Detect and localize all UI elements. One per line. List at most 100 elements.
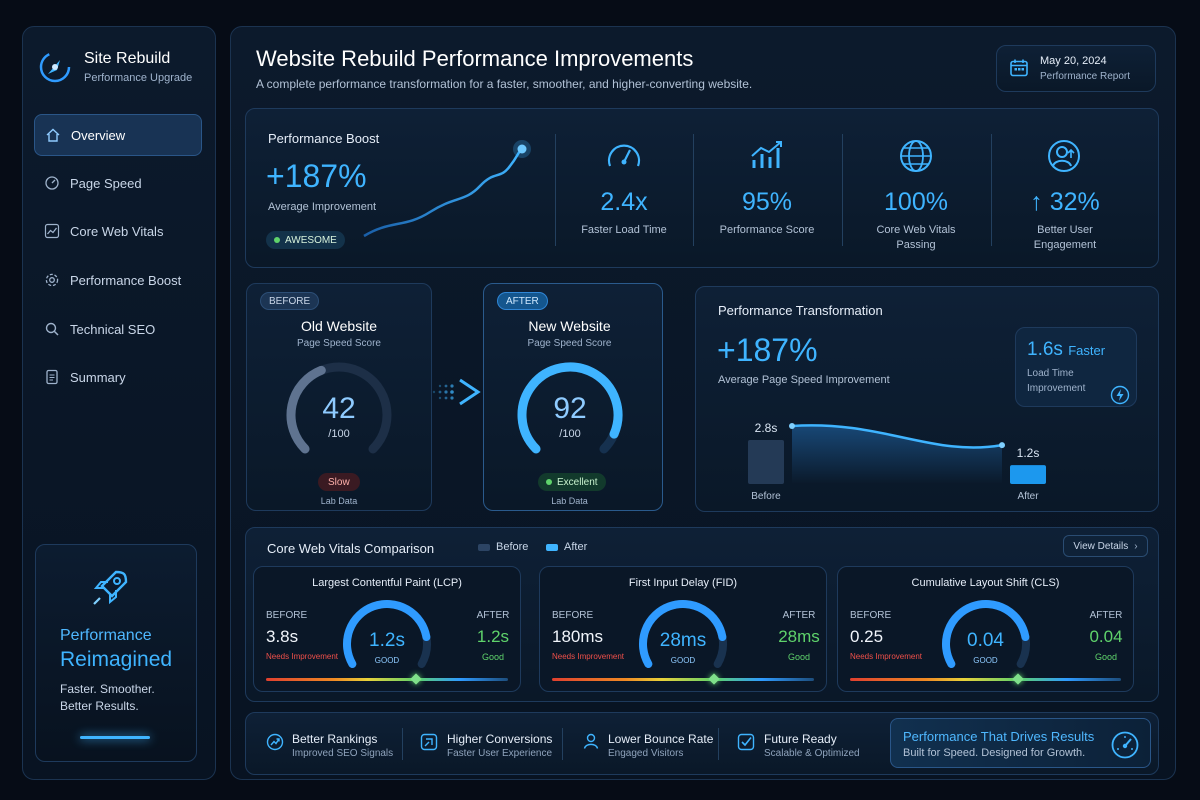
- brand-logo-icon: [38, 50, 72, 84]
- legend-before-label: Before: [496, 541, 529, 553]
- vital-card: [253, 566, 521, 692]
- chart-point: [999, 442, 1005, 449]
- legend-before-swatch: [478, 544, 490, 551]
- chart-category-label: After: [1017, 491, 1039, 502]
- sidebar-item-label: Overview: [71, 127, 126, 143]
- metric-value-engagement: ↑ 32%: [1030, 188, 1100, 216]
- vital-after-label: AFTER: [476, 610, 510, 621]
- feature-title-future: Future Ready: [764, 732, 837, 746]
- sidebar-item-label: Technical SEO: [70, 321, 156, 337]
- sidebar-item-technical-seo[interactable]: Technical SEO: [34, 308, 202, 350]
- bar-chart-icon: [748, 138, 786, 172]
- vital-center-value: 28ms: [659, 630, 707, 651]
- boost-title: Performance Boost: [268, 131, 380, 146]
- vital-after-label: AFTER: [782, 610, 816, 621]
- vitals-title: Core Web Vitals Comparison: [267, 541, 435, 556]
- after-tag: AFTER: [497, 292, 548, 310]
- feature-title-rankings: Better Rankings: [292, 732, 378, 746]
- vital-before-label: BEFORE: [850, 610, 892, 621]
- chart-category-label: Before: [751, 491, 781, 502]
- vital-scale-bar: [850, 678, 1121, 681]
- chart-line: [791, 424, 1003, 449]
- boost-value: +187%: [266, 158, 367, 194]
- rocket-icon: [86, 564, 134, 612]
- legend-after-swatch: [546, 544, 558, 551]
- view-details-button[interactable]: View Details ›: [1063, 535, 1148, 557]
- sidebar-item-performance-boost[interactable]: Performance Boost: [34, 259, 202, 301]
- metric-value-load-time: 2.4x: [600, 188, 648, 216]
- metric-divider: [555, 134, 556, 246]
- speedometer-icon: [605, 138, 643, 172]
- vital-before-status: Needs Improvement: [850, 652, 923, 661]
- awesome-badge-label: AWESOME: [285, 234, 337, 246]
- feature-sub-bounce: Engaged Visitors: [608, 748, 684, 759]
- old-score-out-of: /100: [328, 428, 350, 440]
- vital-before-label: BEFORE: [552, 610, 594, 621]
- old-score-gauge: [286, 362, 392, 454]
- feature-title-conversions: Higher Conversions: [447, 732, 553, 746]
- new-score-gauge: [517, 362, 623, 454]
- legend-after-label: After: [564, 541, 588, 553]
- transformation-label: Average Page Speed Improvement: [718, 374, 890, 386]
- metric-label-engagement: Better User Engagement: [1033, 224, 1097, 251]
- chart-bar: [748, 440, 784, 484]
- search-icon: [45, 322, 59, 336]
- promo-line2: Reimagined: [60, 648, 173, 671]
- brand-subtitle: Performance Upgrade: [84, 72, 193, 84]
- report-date-button[interactable]: May 20, 2024 Performance Report: [996, 45, 1156, 92]
- vital-after-status: Good: [787, 652, 811, 662]
- arrow-right-icon: [432, 378, 481, 406]
- promo-line1: Performance: [60, 627, 152, 644]
- feature-title-bounce: Lower Bounce Rate: [608, 732, 714, 746]
- sidebar-item-page-speed[interactable]: Page Speed: [34, 162, 202, 204]
- cta-box[interactable]: [890, 718, 1151, 768]
- promo-card: [35, 544, 197, 762]
- gauge-fill: [517, 362, 623, 454]
- vital-gauge-fill: [941, 600, 1029, 668]
- globe-icon: [898, 138, 934, 174]
- vital-before-status: Needs Improvement: [552, 652, 625, 661]
- vital-gauge-fill: [343, 600, 431, 668]
- vital-title: First Input Delay (FID): [628, 577, 738, 589]
- old-score: 42: [322, 392, 356, 425]
- excellent-badge-label: Excellent: [557, 476, 598, 488]
- trend-icon: [266, 733, 284, 751]
- report-label: Performance Report: [1040, 71, 1131, 82]
- cursor-icon: [420, 733, 438, 751]
- checkbox-icon: [737, 733, 755, 751]
- faster-load-card: [1015, 327, 1137, 407]
- gear-icon: [45, 273, 59, 287]
- vital-gauge: [941, 600, 1030, 668]
- report-date: May 20, 2024: [1040, 55, 1107, 67]
- faster-load-value: 1.6s Faster: [1027, 339, 1105, 361]
- before-tag: BEFORE: [260, 292, 320, 310]
- sidebar-item-label: Core Web Vitals: [70, 223, 164, 239]
- sidebar-item-core-web-vitals[interactable]: Core Web Vitals: [34, 210, 202, 252]
- metric-label-performance-score: Performance Score: [719, 224, 815, 236]
- faster-value: 1.6s: [1027, 339, 1063, 360]
- transformation-title: Performance Transformation: [718, 303, 883, 318]
- metric-divider: [991, 134, 992, 246]
- home-icon: [46, 128, 60, 142]
- new-footer: Lab Data: [551, 496, 588, 506]
- old-website-subtitle: Page Speed Score: [297, 338, 381, 349]
- vital-before-label: BEFORE: [266, 610, 308, 621]
- vital-card: [837, 566, 1134, 692]
- transformation-chart: 2.8s Before 1.2s After: [748, 421, 1046, 502]
- cta-title: Performance That Drives Results: [903, 729, 1095, 744]
- sidebar-item-overview[interactable]: Overview: [34, 114, 202, 156]
- sidebar-item-summary[interactable]: Summary: [34, 356, 202, 398]
- vital-before-status: Needs Improvement: [266, 652, 339, 661]
- sidebar-item-label: Page Speed: [70, 175, 142, 191]
- vital-after-value: 0.04: [1089, 627, 1123, 646]
- vital-after-value: 1.2s: [476, 627, 510, 646]
- speedometer-icon: [1110, 730, 1140, 760]
- faster-load-label2: Improvement: [1027, 383, 1086, 394]
- vital-title: Cumulative Layout Shift (CLS): [911, 577, 1060, 589]
- faster-load-label1: Load Time: [1027, 368, 1074, 379]
- document-icon: [46, 369, 58, 385]
- new-score-out-of: /100: [559, 428, 581, 440]
- cta-sub: Built for Speed. Designed for Growth.: [903, 747, 1086, 759]
- gauge-fill: [286, 365, 326, 454]
- performance-boost-card: [245, 108, 1159, 268]
